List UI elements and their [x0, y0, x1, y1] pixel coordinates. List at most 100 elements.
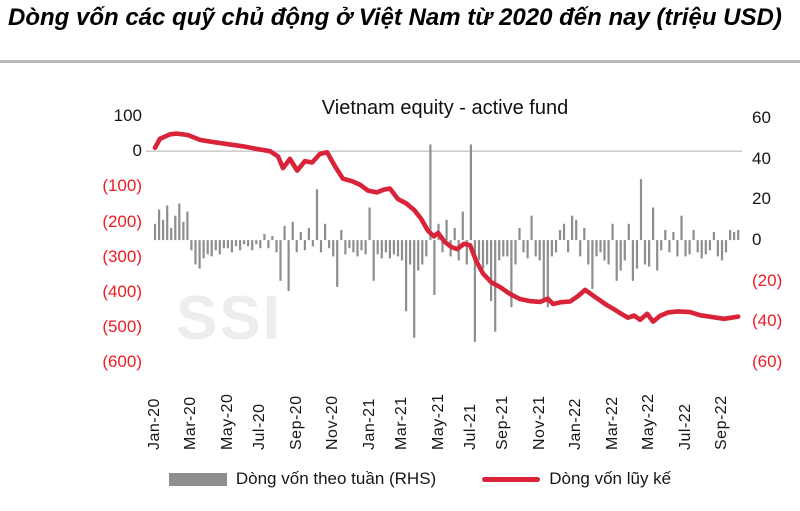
weekly-flow-bar — [243, 240, 246, 245]
weekly-flow-bar — [599, 240, 602, 253]
weekly-flow-bar — [340, 229, 343, 241]
weekly-flow-bar — [607, 240, 610, 265]
weekly-flow-bar — [514, 240, 517, 265]
x-axis-tick: May-20 — [218, 393, 236, 450]
weekly-flow-bar — [429, 144, 432, 241]
legend-line-swatch — [482, 476, 541, 482]
weekly-flow-bar — [635, 240, 639, 269]
weekly-flow-bar — [186, 211, 189, 241]
weekly-flow-bar — [538, 240, 541, 261]
x-axis-tick: Sep-22 — [713, 395, 730, 450]
x-axis-tick: Jan-22 — [567, 398, 585, 450]
weekly-flow-bar — [498, 240, 501, 261]
weekly-flow-bar — [611, 223, 614, 241]
weekly-flow-bar — [356, 240, 359, 257]
weekly-flow-bar — [239, 240, 242, 251]
weekly-flow-bar — [712, 232, 715, 241]
weekly-flow-bar — [263, 234, 266, 241]
weekly-flow-bar — [364, 240, 367, 255]
weekly-flow-bar — [729, 229, 732, 241]
x-axis-tick: May-22 — [640, 393, 658, 450]
weekly-flow-bar — [214, 240, 217, 251]
weekly-flow-bar — [724, 240, 728, 253]
weekly-flow-bar — [234, 240, 238, 247]
weekly-flow-bar — [299, 232, 302, 241]
left-axis-tick: 0 — [132, 141, 142, 161]
weekly-flow-bar — [315, 189, 319, 241]
right-axis-tick: 60 — [752, 108, 771, 127]
left-axis-tick: (300) — [102, 246, 142, 266]
weekly-flow-bar — [267, 240, 270, 249]
weekly-flow-bar — [668, 240, 671, 253]
weekly-flow-bar — [174, 215, 177, 241]
weekly-flow-bar — [623, 240, 626, 261]
right-axis-tick: (60) — [752, 352, 783, 371]
weekly-flow-bar — [603, 240, 606, 261]
x-axis-tick: Jul-21 — [461, 403, 479, 450]
weekly-flow-bar — [319, 240, 323, 253]
weekly-flow-bar — [206, 240, 209, 255]
weekly-flow-bar — [295, 240, 298, 253]
weekly-flow-bar — [433, 240, 436, 295]
weekly-flow-bar — [166, 205, 169, 241]
chart-title: Vietnam equity - active fund — [321, 97, 569, 119]
weekly-flow-bar — [170, 227, 173, 241]
weekly-flow-bar — [324, 223, 327, 241]
weekly-flow-bar — [684, 240, 687, 257]
weekly-flow-bar — [680, 215, 683, 241]
weekly-flow-bar — [218, 240, 221, 255]
weekly-flow-bar — [332, 240, 335, 257]
weekly-flow-bar — [494, 240, 497, 332]
left-axis-tick: (400) — [102, 281, 142, 301]
weekly-flow-bar — [486, 240, 489, 265]
weekly-flow-bar — [226, 240, 229, 249]
weekly-flow-bar — [672, 232, 675, 241]
weekly-flow-bar — [190, 240, 193, 251]
weekly-flow-bar — [518, 227, 521, 241]
right-axis-tick: 40 — [752, 148, 771, 168]
weekly-flow-bar — [413, 240, 416, 338]
weekly-flow-bar — [279, 240, 282, 281]
weekly-flow-bar — [153, 223, 157, 241]
legend-item-weekly: Dòng vốn theo tuần (RHS) — [168, 469, 436, 489]
weekly-flow-bar — [441, 240, 444, 253]
weekly-flow-bar — [676, 240, 679, 257]
weekly-flow-bar — [162, 219, 165, 241]
weekly-flow-bar — [542, 240, 545, 302]
left-axis-tick: (200) — [102, 211, 142, 231]
weekly-flow-bar — [652, 207, 655, 241]
weekly-flow-bar — [587, 240, 590, 265]
weekly-flow-bar — [425, 240, 428, 257]
weekly-flow-bar — [453, 227, 456, 241]
weekly-flow-bar — [477, 240, 481, 261]
weekly-flow-bar — [639, 179, 643, 241]
x-axis-tick: Mar-20 — [182, 396, 200, 450]
weekly-flow-bar — [271, 236, 274, 241]
left-axis-tick: (600) — [102, 352, 142, 372]
left-axis-tick: (100) — [102, 176, 142, 196]
weekly-flow-bar — [198, 240, 201, 269]
weekly-flow-bar — [222, 240, 225, 249]
weekly-flow-bar — [627, 223, 630, 241]
weekly-flow-bar — [469, 144, 472, 241]
weekly-flow-bar — [372, 240, 375, 281]
x-axis-tick: May-21 — [429, 393, 447, 450]
weekly-flow-bar — [409, 240, 412, 265]
weekly-flow-bar — [575, 219, 578, 241]
weekly-flow-bar — [619, 240, 622, 271]
weekly-flow-bar — [457, 240, 460, 261]
weekly-flow-bar — [502, 240, 505, 257]
title-separator — [0, 60, 800, 63]
weekly-flow-bar — [348, 240, 351, 249]
weekly-flow-bar — [230, 240, 233, 253]
weekly-flow-bar — [664, 229, 667, 241]
weekly-flow-bar — [388, 240, 391, 259]
right-axis-tick: (40) — [752, 311, 783, 331]
weekly-flow-bar — [656, 240, 659, 271]
weekly-flow-bar — [704, 240, 707, 255]
weekly-flow-bar — [396, 240, 400, 257]
weekly-flow-bar — [567, 240, 570, 253]
weekly-flow-bar — [506, 240, 509, 257]
x-axis-tick: Nov-20 — [324, 395, 342, 450]
weekly-flow-bar — [700, 240, 703, 259]
